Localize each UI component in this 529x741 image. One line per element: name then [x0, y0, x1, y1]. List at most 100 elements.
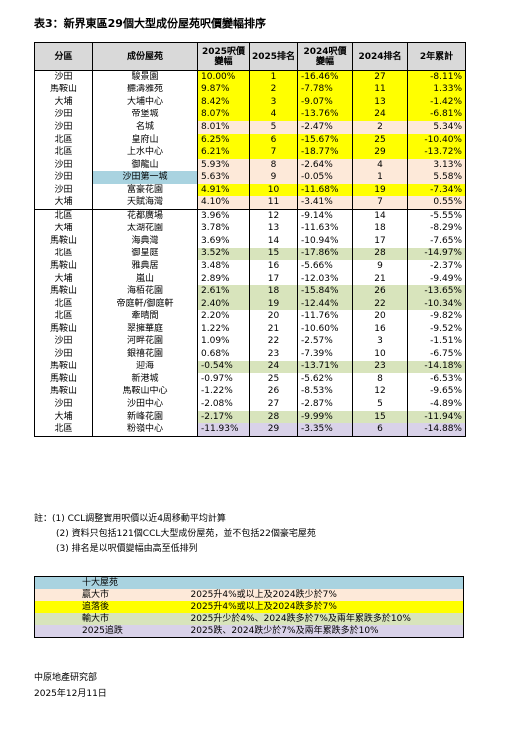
table-row: 大埔 嵐山 2.89% 17 -12.03% 21 -9.49%	[34, 272, 466, 286]
cell-district: 沙田	[34, 108, 93, 122]
cell-2024-rank: 26	[352, 285, 408, 298]
cell-2025-rank: 2	[249, 83, 298, 97]
cell-2025-change: -1.22%	[197, 385, 250, 399]
cell-district: 大埔	[34, 196, 93, 210]
cell-2025-change: 8.42%	[197, 96, 250, 109]
cell-2025-rank: 12	[249, 209, 298, 223]
cell-2025-rank: 5	[249, 121, 298, 134]
cell-2025-rank: 8	[249, 158, 298, 172]
cell-estate: 迎海	[92, 360, 198, 374]
cell-2yr-cumulative: -10.34%	[407, 297, 466, 311]
cell-2024-change: -11.63%	[297, 222, 353, 236]
cell-2025-change: 3.96%	[197, 209, 250, 223]
cell-estate: 新港城	[92, 373, 198, 386]
table-row: 大埔 大埔中心 8.42% 3 -9.07% 13 -1.42%	[34, 96, 466, 109]
cell-district: 沙田	[34, 183, 93, 197]
cell-district: 馬鞍山	[34, 235, 93, 248]
cell-estate: 花都廣場	[92, 209, 198, 223]
cell-2024-rank: 1	[352, 171, 408, 184]
cell-estate: 新峰花園	[92, 410, 198, 424]
cell-district: 北區	[34, 297, 93, 311]
cell-district: 大埔	[34, 410, 93, 424]
cell-2024-change: -2.47%	[297, 121, 353, 134]
cell-2025-change: 8.01%	[197, 121, 250, 134]
cell-2024-rank: 13	[352, 96, 408, 109]
footnote-3: (3) 排名是以呎價變幅由高至低排列	[56, 544, 198, 554]
cell-2024-change: -17.86%	[297, 247, 353, 261]
cell-district: 馬鞍山	[34, 385, 93, 399]
cell-2024-rank: 22	[352, 297, 408, 311]
footnote-2: (2) 資料只包括121個CCL大型成份屋苑，並不包括22個豪宅屋苑	[56, 529, 316, 539]
cell-2024-change: -7.78%	[297, 83, 353, 97]
cell-estate: 牽晴間	[92, 310, 198, 323]
cell-2yr-cumulative: -14.97%	[407, 247, 466, 261]
cell-estate: 名城	[92, 121, 198, 134]
cell-2025-rank: 18	[249, 285, 298, 298]
legend-description: 2025升4%或以上及2024跌多於7%	[190, 601, 337, 612]
cell-district: 大埔	[34, 222, 93, 236]
cell-estate: 駿景園	[92, 70, 198, 84]
cell-2024-rank: 14	[352, 209, 408, 223]
cell-2024-rank: 6	[352, 423, 408, 437]
cell-2025-change: 10.00%	[197, 70, 250, 84]
cell-2025-change: 4.10%	[197, 196, 250, 210]
cell-estate: 御龍山	[92, 158, 198, 172]
cell-estate: 帝庭軒/御庭軒	[92, 297, 198, 311]
cell-2yr-cumulative: -7.34%	[407, 183, 466, 197]
cell-2024-rank: 28	[352, 247, 408, 261]
cell-2024-change: -3.35%	[297, 423, 353, 437]
cell-2025-rank: 28	[249, 410, 298, 424]
table-row: 沙田 河畔花園 1.09% 22 -2.57% 3 -1.51%	[34, 335, 466, 349]
cell-2yr-cumulative: -6.75%	[407, 348, 466, 361]
cell-2yr-cumulative: -9.82%	[407, 310, 466, 323]
cell-district: 馬鞍山	[34, 260, 93, 273]
cell-2025-rank: 27	[249, 398, 298, 411]
cell-estate: 沙田中心	[92, 398, 198, 411]
footnote-1: 註：(1) CCL調整實用呎價以近4周移動平均計算	[34, 514, 226, 524]
cell-2024-rank: 23	[352, 360, 408, 374]
cell-2024-rank: 9	[352, 260, 408, 273]
header-estate: 成份屋苑	[92, 42, 198, 71]
cell-2yr-cumulative: -1.42%	[407, 96, 466, 109]
cell-2025-change: -0.54%	[197, 360, 250, 374]
cell-district: 北區	[34, 209, 93, 223]
cell-district: 北區	[34, 146, 93, 159]
cell-2024-rank: 21	[352, 272, 408, 286]
cell-2yr-cumulative: -9.65%	[407, 385, 466, 399]
cell-2yr-cumulative: -5.55%	[407, 209, 466, 223]
cell-district: 北區	[34, 133, 93, 147]
cell-2025-change: 9.87%	[197, 83, 250, 97]
cell-2yr-cumulative: 5.34%	[407, 121, 466, 134]
table-row: 大埔 太湖花園 3.78% 13 -11.63% 18 -8.29%	[34, 222, 466, 236]
cell-2025-rank: 16	[249, 260, 298, 273]
cell-estate: 皇府山	[92, 133, 198, 147]
cell-2025-rank: 6	[249, 133, 298, 147]
cell-2024-change: -16.46%	[297, 70, 353, 84]
table-row: 馬鞍山 新港城 -0.97% 25 -5.62% 8 -6.53%	[34, 373, 466, 386]
cell-2yr-cumulative: -11.94%	[407, 410, 466, 424]
cell-2yr-cumulative: -6.81%	[407, 108, 466, 122]
cell-estate: 上水中心	[92, 146, 198, 159]
header-2024-change-text: 2024呎價 變幅	[303, 46, 347, 67]
table-row: 沙田 名城 8.01% 5 -2.47% 2 5.34%	[34, 121, 466, 134]
cell-2yr-cumulative: -13.65%	[407, 285, 466, 298]
cell-2yr-cumulative: -2.37%	[407, 260, 466, 273]
table-row: 北區 御皇庭 3.52% 15 -17.86% 28 -14.97%	[34, 247, 466, 261]
cell-2yr-cumulative: 0.55%	[407, 196, 466, 210]
legend-body: 十大屋苑 贏大市 2025升4%或以上及2024跌少於7% 追落後 2025升4%或以上…	[34, 576, 464, 638]
cell-2025-rank: 14	[249, 235, 298, 248]
cell-2yr-cumulative: -14.88%	[407, 423, 466, 437]
cell-2024-rank: 2	[352, 121, 408, 134]
cell-2024-change: -9.99%	[297, 410, 353, 424]
cell-district: 北區	[34, 247, 93, 261]
table-row: 馬鞍山 雅典居 3.48% 16 -5.66% 9 -2.37%	[34, 260, 466, 273]
cell-estate: 天賦海灣	[92, 196, 198, 210]
ranking-table: 分區 成份屋苑 2025呎價 變幅 2025排名 2024呎價 變幅 2024排名 …	[34, 42, 466, 437]
cell-2024-change: -11.76%	[297, 310, 353, 323]
cell-2024-change: -13.76%	[297, 108, 353, 122]
legend-label: 輸大市	[82, 613, 110, 624]
cell-2025-rank: 4	[249, 108, 298, 122]
cell-2yr-cumulative: -13.72%	[407, 146, 466, 159]
cell-district: 沙田	[34, 398, 93, 411]
header-2025-rank: 2025排名	[249, 42, 298, 71]
